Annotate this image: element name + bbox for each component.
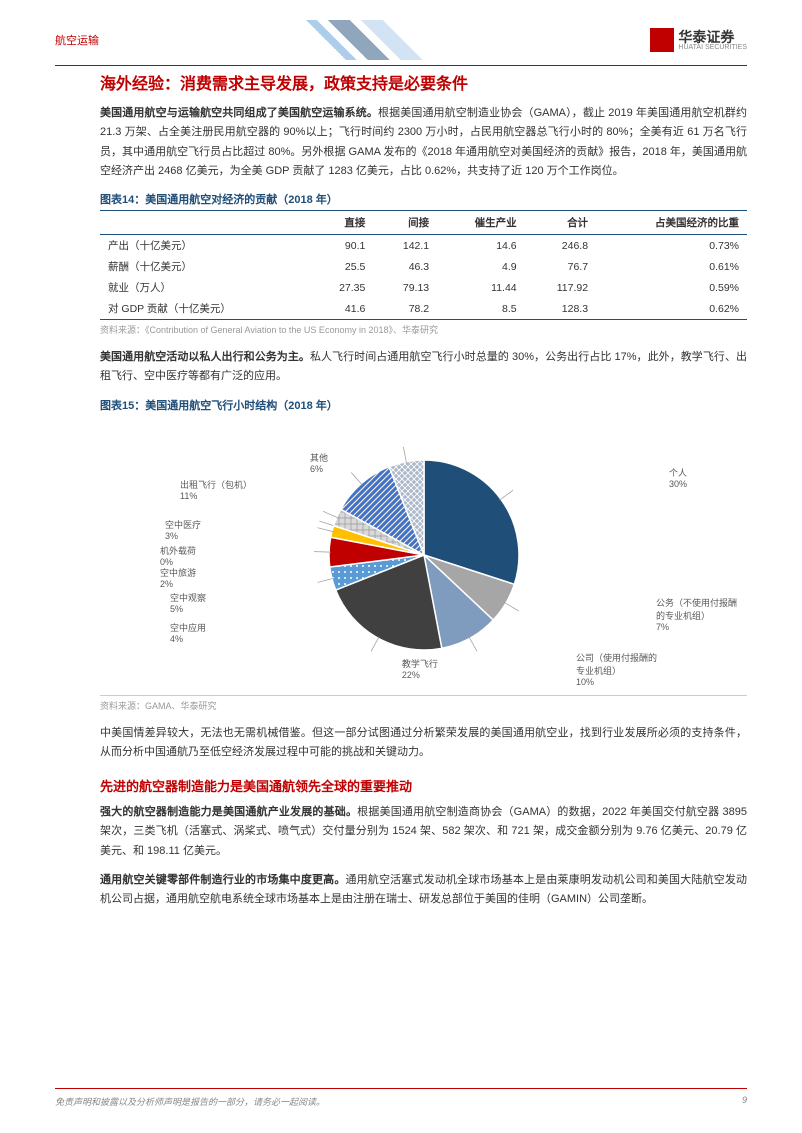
para-4-lead: 强大的航空器制造能力是美国通航产业发展的基础。 bbox=[100, 806, 357, 818]
pie-label: 空中医疗3% bbox=[165, 518, 201, 541]
table-cell: 8.5 bbox=[437, 298, 525, 319]
table-row: 对 GDP 贡献（十亿美元）41.678.28.5128.30.62% bbox=[100, 298, 747, 319]
table-cell: 0.62% bbox=[596, 298, 747, 319]
footer-disclaimer: 免责声明和披露以及分析师声明是报告的一部分，请务必一起阅读。 bbox=[55, 1095, 325, 1108]
paragraph-1: 美国通用航空与运输航空共同组成了美国航空运输系统。根据美国通用航空制造业协会（G… bbox=[100, 104, 747, 181]
table-cell: 就业（万人） bbox=[100, 277, 310, 298]
table-header-cell: 直接 bbox=[310, 211, 374, 235]
para-2-lead: 美国通用航空活动以私人出行和公务为主。 bbox=[100, 351, 310, 363]
table-header-cell: 占美国经济的比重 bbox=[596, 211, 747, 235]
table-cell: 117.92 bbox=[525, 277, 596, 298]
table-header-cell: 间接 bbox=[373, 211, 437, 235]
table-cell: 76.7 bbox=[525, 256, 596, 277]
table-cell: 27.35 bbox=[310, 277, 374, 298]
table-cell: 128.3 bbox=[525, 298, 596, 319]
table-row: 薪酬（十亿美元）25.546.34.976.70.61% bbox=[100, 256, 747, 277]
table-row: 就业（万人）27.3579.1311.44117.920.59% bbox=[100, 277, 747, 298]
table-cell: 产出（十亿美元） bbox=[100, 235, 310, 257]
pie-label: 教学飞行22% bbox=[402, 657, 438, 680]
page-footer: 免责声明和披露以及分析师声明是报告的一部分，请务必一起阅读。 9 bbox=[55, 1088, 747, 1108]
pie-label: 出租飞行（包机）11% bbox=[180, 478, 252, 501]
table-cell: 0.59% bbox=[596, 277, 747, 298]
paragraph-3: 中美国情差异较大，无法也无需机械借鉴。但这一部分试图通过分析繁荣发展的美国通用航… bbox=[100, 724, 747, 763]
table-header-cell: 合计 bbox=[525, 211, 596, 235]
paragraph-4: 强大的航空器制造能力是美国通航产业发展的基础。根据美国通用航空制造商协会（GAM… bbox=[100, 803, 747, 861]
pie-label: 空中观察5% bbox=[170, 591, 206, 614]
table-cell: 46.3 bbox=[373, 256, 437, 277]
table-cell: 142.1 bbox=[373, 235, 437, 257]
table-cell: 25.5 bbox=[310, 256, 374, 277]
pie-label: 公务（不使用付报酬的专业机组）7% bbox=[656, 596, 737, 632]
table-cell: 90.1 bbox=[310, 235, 374, 257]
chart-15-source: 资料来源：GAMA、华泰研究 bbox=[100, 699, 747, 712]
chart-15-title: 图表15：美国通用航空飞行小时结构（2018 年） bbox=[100, 397, 747, 413]
table-cell: 4.9 bbox=[437, 256, 525, 277]
table-cell: 11.44 bbox=[437, 277, 525, 298]
pie-label: 空中旅游2% bbox=[160, 566, 196, 589]
table-cell: 78.2 bbox=[373, 298, 437, 319]
table-cell: 0.61% bbox=[596, 256, 747, 277]
pie-label: 公司（使用付报酬的专业机组）10% bbox=[576, 651, 657, 687]
paragraph-5: 通用航空关键零部件制造行业的市场集中度更高。通用航空活塞式发动机全球市场基本上是… bbox=[100, 871, 747, 910]
table-row: 产出（十亿美元）90.1142.114.6246.80.73% bbox=[100, 235, 747, 257]
page-number: 9 bbox=[742, 1095, 747, 1108]
table-cell: 对 GDP 贡献（十亿美元） bbox=[100, 298, 310, 319]
table-14-source: 资料来源：《Contribution of General Aviation t… bbox=[100, 323, 747, 336]
para-1-lead: 美国通用航空与运输航空共同组成了美国航空运输系统。 bbox=[100, 107, 378, 119]
table-cell: 薪酬（十亿美元） bbox=[100, 256, 310, 277]
table-cell: 0.73% bbox=[596, 235, 747, 257]
table-cell: 246.8 bbox=[525, 235, 596, 257]
pie-label: 机外载荷0% bbox=[160, 544, 196, 567]
table-cell: 41.6 bbox=[310, 298, 374, 319]
table-14: 直接间接催生产业合计占美国经济的比重产出（十亿美元）90.1142.114.62… bbox=[100, 210, 747, 320]
table-cell: 79.13 bbox=[373, 277, 437, 298]
pie-label: 空中应用4% bbox=[170, 621, 206, 644]
para-5-lead: 通用航空关键零部件制造行业的市场集中度更高。 bbox=[100, 874, 345, 886]
section-heading-2: 先进的航空器制造能力是美国通航领先全球的重要推动 bbox=[100, 776, 747, 795]
table-header-cell: 催生产业 bbox=[437, 211, 525, 235]
section-heading-1: 海外经验：消费需求主导发展，政策支持是必要条件 bbox=[100, 70, 747, 94]
pie-label: 其他6% bbox=[310, 451, 328, 474]
table-header-cell bbox=[100, 211, 310, 235]
chart-15-pie: 个人30% 公务（不使用付报酬的专业机组）7% 公司（使用付报酬的专业机组）10% 教… bbox=[100, 416, 747, 696]
paragraph-2: 美国通用航空活动以私人出行和公务为主。私人飞行时间占通用航空飞行小时总量的 30… bbox=[100, 348, 747, 387]
table-14-title: 图表14：美国通用航空对经济的贡献（2018 年） bbox=[100, 191, 747, 207]
table-cell: 14.6 bbox=[437, 235, 525, 257]
pie-label: 个人30% bbox=[669, 466, 687, 489]
